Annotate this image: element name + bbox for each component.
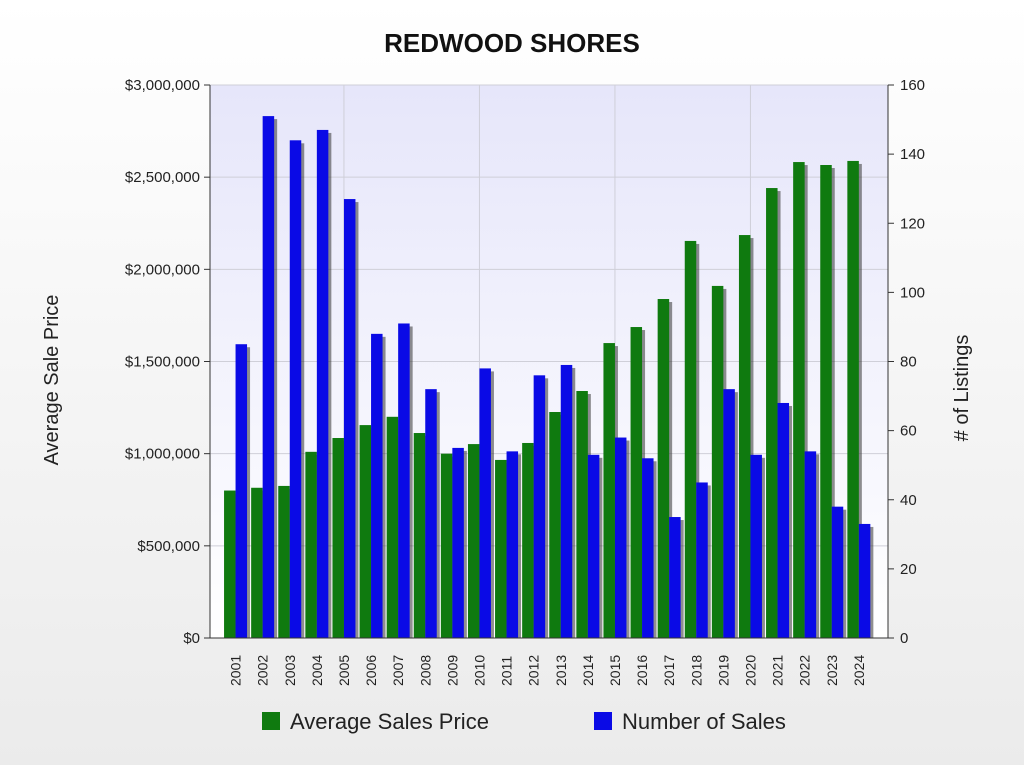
bar bbox=[711, 285, 724, 638]
bar bbox=[425, 389, 437, 638]
y-tick-label: $1,000,000 bbox=[125, 446, 200, 463]
bar bbox=[820, 165, 832, 638]
x-tick-label: 2014 bbox=[580, 655, 596, 686]
x-tick-label: 2021 bbox=[770, 655, 786, 686]
y2-tick-label: 20 bbox=[900, 561, 917, 578]
x-tick-label: 2016 bbox=[634, 655, 650, 686]
bar bbox=[587, 454, 600, 638]
legend-swatch bbox=[594, 712, 612, 730]
bar bbox=[777, 402, 790, 638]
x-tick-label: 2007 bbox=[390, 655, 406, 686]
y-axis-label: Average Sale Price bbox=[41, 295, 63, 466]
bar bbox=[440, 453, 453, 638]
y2-tick-label: 60 bbox=[900, 423, 917, 440]
y2-tick-label: 140 bbox=[900, 146, 925, 163]
legend-label: Average Sales Price bbox=[290, 709, 489, 734]
bar bbox=[766, 188, 778, 638]
x-tick-label: 2006 bbox=[363, 655, 379, 686]
x-tick-label: 2009 bbox=[444, 655, 460, 686]
x-tick-label: 2001 bbox=[228, 655, 244, 686]
bar bbox=[576, 390, 588, 638]
y-tick-label: $3,000,000 bbox=[125, 77, 200, 94]
bar bbox=[723, 389, 735, 638]
x-tick-label: 2008 bbox=[417, 655, 433, 686]
x-tick-label: 2002 bbox=[255, 655, 271, 686]
layer: $0 $500,000 $1,000,000 $1,500,000 $2,000,000… bbox=[125, 77, 925, 734]
bar bbox=[750, 454, 762, 638]
y2-tick-label: 40 bbox=[900, 492, 917, 509]
bar bbox=[684, 240, 697, 639]
y-tick-label: $2,500,000 bbox=[125, 169, 200, 186]
bar bbox=[289, 140, 302, 639]
bar bbox=[495, 459, 507, 638]
bar bbox=[398, 323, 410, 638]
bar bbox=[793, 162, 805, 638]
x-tick-label: 2010 bbox=[471, 655, 487, 686]
x-tick-label: 2023 bbox=[824, 655, 840, 686]
bar bbox=[262, 116, 275, 638]
y2-tick-label: 0 bbox=[900, 630, 908, 647]
bar bbox=[467, 444, 480, 638]
x-tick-label: 2020 bbox=[742, 655, 758, 686]
bar bbox=[603, 343, 615, 638]
bar bbox=[614, 437, 627, 638]
x-tick-label: 2005 bbox=[336, 655, 352, 686]
y2-axis-label: # of Listings bbox=[951, 335, 973, 442]
bar bbox=[657, 299, 670, 638]
chart-title: REDWOOD SHORES bbox=[384, 28, 640, 58]
bar bbox=[479, 368, 491, 638]
bar bbox=[669, 517, 681, 638]
bar bbox=[522, 442, 534, 638]
x-tick-label: 2004 bbox=[309, 655, 325, 686]
x-tick-label: 2011 bbox=[499, 656, 515, 686]
legend-label: Number of Sales bbox=[622, 709, 786, 734]
y-tick-label: $0 bbox=[183, 630, 200, 647]
bar bbox=[630, 327, 643, 638]
x-tick-label: 2003 bbox=[282, 655, 298, 686]
bar bbox=[224, 490, 236, 638]
x-tick-label: 2024 bbox=[851, 655, 867, 686]
x-tick-label: 2017 bbox=[661, 655, 677, 686]
bar bbox=[506, 451, 519, 638]
bar bbox=[371, 333, 383, 638]
legend-swatch bbox=[262, 712, 280, 730]
bar bbox=[305, 451, 317, 638]
x-tick-label: 2019 bbox=[715, 655, 731, 686]
bar bbox=[386, 416, 399, 638]
y2-tick-label: 120 bbox=[900, 215, 925, 232]
y-tick-label: $1,500,000 bbox=[125, 354, 200, 371]
bar bbox=[642, 458, 654, 638]
bar bbox=[533, 375, 546, 638]
bar bbox=[332, 437, 344, 638]
y-tick-label: $500,000 bbox=[137, 538, 200, 555]
y2-tick-label: 160 bbox=[900, 77, 925, 94]
bar bbox=[359, 425, 372, 638]
bar bbox=[452, 447, 464, 638]
bar bbox=[696, 482, 708, 638]
bar bbox=[413, 433, 426, 638]
x-tick-label: 2013 bbox=[553, 655, 569, 686]
bar bbox=[549, 412, 561, 638]
bar bbox=[738, 235, 751, 638]
x-tick-label: 2022 bbox=[797, 655, 813, 686]
x-tick-label: 2018 bbox=[688, 655, 704, 686]
bar bbox=[858, 523, 871, 638]
bar bbox=[847, 160, 859, 639]
bar bbox=[278, 485, 290, 638]
bar bbox=[804, 451, 817, 638]
bar bbox=[235, 344, 248, 638]
bar bbox=[316, 129, 329, 638]
x-tick-label: 2012 bbox=[526, 655, 542, 686]
bar bbox=[343, 199, 356, 638]
bar bbox=[831, 506, 844, 638]
y-tick-label: $2,000,000 bbox=[125, 261, 200, 278]
bar bbox=[251, 487, 263, 638]
y2-tick-label: 100 bbox=[900, 284, 925, 301]
x-tick-label: 2015 bbox=[607, 655, 623, 686]
bar bbox=[560, 364, 573, 638]
y2-tick-label: 80 bbox=[900, 354, 917, 371]
